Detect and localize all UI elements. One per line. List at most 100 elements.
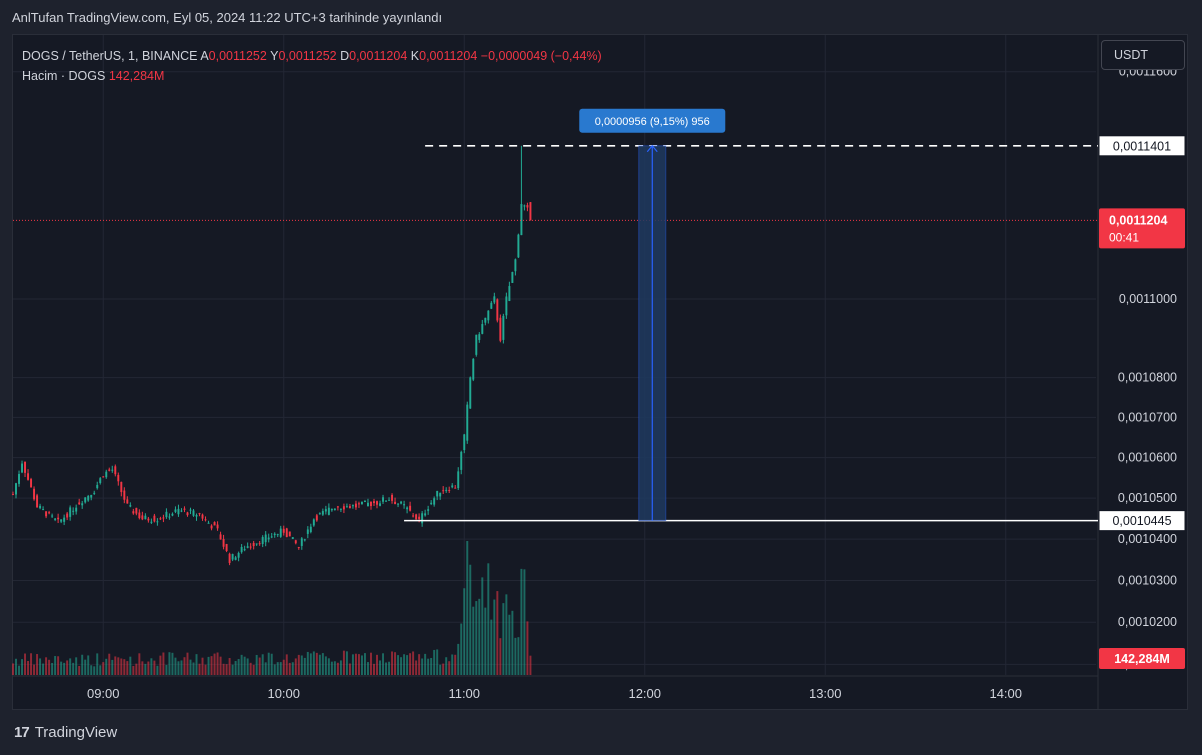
volume-bar bbox=[66, 660, 69, 675]
volume-bar bbox=[15, 658, 17, 675]
candle-body bbox=[42, 509, 45, 511]
candle-body bbox=[418, 516, 421, 520]
legend-symbol[interactable]: DOGS / TetherUS, 1, BINANCE bbox=[22, 49, 198, 63]
candle-body bbox=[129, 505, 132, 507]
volume-bar bbox=[162, 652, 165, 675]
candle-body bbox=[376, 501, 378, 505]
candle-body bbox=[153, 515, 156, 522]
candle-body bbox=[219, 534, 222, 540]
legend-low: 0,0011204 bbox=[349, 49, 408, 63]
candle-body bbox=[394, 501, 397, 504]
candle-body bbox=[99, 478, 102, 484]
candle-body bbox=[213, 522, 216, 526]
currency-button[interactable]: USDT bbox=[1101, 40, 1185, 70]
candle-body bbox=[324, 509, 327, 512]
chart-frame[interactable] bbox=[12, 34, 1188, 710]
volume-bar bbox=[415, 660, 418, 675]
candle-body bbox=[309, 526, 312, 533]
candle-body bbox=[249, 546, 252, 548]
volume-bar bbox=[520, 568, 523, 675]
candle-body bbox=[120, 481, 123, 493]
volume-bar bbox=[291, 662, 294, 675]
volume-bar bbox=[99, 665, 102, 675]
volume-bar bbox=[114, 656, 117, 675]
candle-body bbox=[183, 508, 186, 510]
candle-body bbox=[388, 499, 391, 501]
candle-body bbox=[382, 497, 385, 502]
volume-bar bbox=[505, 594, 508, 675]
volume-bar bbox=[267, 652, 270, 675]
candle-body bbox=[111, 469, 114, 471]
candle-body bbox=[102, 476, 105, 478]
volume-bar bbox=[445, 657, 448, 675]
volume-bar bbox=[354, 653, 357, 675]
candle-body bbox=[276, 534, 279, 536]
x-tick-label: 12:00 bbox=[628, 686, 661, 701]
volume-bar bbox=[315, 652, 318, 675]
candle-body bbox=[288, 531, 291, 537]
legend-volume-label[interactable]: Hacim · DOGS bbox=[22, 69, 106, 83]
x-tick-label: 11:00 bbox=[448, 686, 480, 701]
volume-bar bbox=[21, 659, 24, 675]
volume-bar bbox=[102, 662, 105, 675]
candle-body bbox=[391, 494, 394, 501]
candle-body bbox=[231, 554, 234, 560]
candle-body bbox=[348, 506, 351, 509]
volume-bar bbox=[397, 655, 400, 675]
candle-body bbox=[318, 513, 321, 515]
volume-tag-label: 142,284M bbox=[1114, 652, 1170, 666]
volume-bar bbox=[312, 651, 315, 675]
volume-bar bbox=[367, 662, 369, 675]
volume-bar bbox=[424, 653, 427, 675]
candle-body bbox=[439, 492, 442, 497]
volume-bar bbox=[126, 661, 129, 675]
candle-body bbox=[18, 473, 20, 484]
volume-bar bbox=[514, 637, 517, 675]
volume-bar bbox=[382, 653, 385, 675]
volume-bar bbox=[526, 621, 529, 675]
candle-body bbox=[225, 543, 228, 552]
volume-bar bbox=[201, 657, 204, 675]
candle-body bbox=[400, 501, 403, 504]
volume-bar bbox=[294, 658, 297, 675]
x-tick-label: 13:00 bbox=[809, 686, 842, 701]
volume-bar bbox=[60, 661, 63, 675]
footer-brand[interactable]: 17 TradingView bbox=[14, 724, 117, 741]
candle-body bbox=[12, 494, 14, 496]
volume-bar bbox=[165, 664, 168, 675]
candle-body bbox=[240, 546, 243, 553]
volume-bar bbox=[69, 658, 72, 675]
candle-body bbox=[517, 234, 520, 258]
candle-body bbox=[370, 501, 372, 507]
candle-body bbox=[228, 553, 231, 563]
volume-bar bbox=[186, 652, 189, 675]
candle-body bbox=[511, 272, 514, 283]
candle-body bbox=[526, 205, 529, 208]
candle-body bbox=[367, 502, 369, 507]
candle-body bbox=[246, 546, 249, 548]
volume-bar bbox=[129, 656, 132, 675]
candle-body bbox=[216, 524, 219, 529]
volume-bar bbox=[288, 662, 291, 675]
candle-body bbox=[72, 510, 75, 512]
candle-body bbox=[198, 513, 201, 515]
volume-bar bbox=[183, 657, 186, 675]
candle-body bbox=[457, 471, 460, 489]
volume-bar bbox=[403, 654, 406, 675]
candle-body bbox=[177, 508, 180, 515]
candle-body bbox=[147, 518, 150, 521]
candle-body bbox=[60, 519, 63, 522]
candle-body bbox=[123, 490, 126, 500]
volume-bar bbox=[484, 607, 487, 675]
volume-bar bbox=[111, 659, 114, 675]
candle-body bbox=[267, 537, 270, 540]
candle-body bbox=[15, 483, 17, 495]
volume-bar bbox=[264, 662, 267, 675]
volume-tag bbox=[1099, 648, 1185, 669]
y-tick-label: 0,0011000 bbox=[1119, 292, 1177, 306]
volume-bar bbox=[502, 603, 505, 675]
volume-bar bbox=[153, 660, 156, 675]
volume-bar bbox=[45, 657, 48, 675]
volume-bar bbox=[225, 664, 228, 675]
